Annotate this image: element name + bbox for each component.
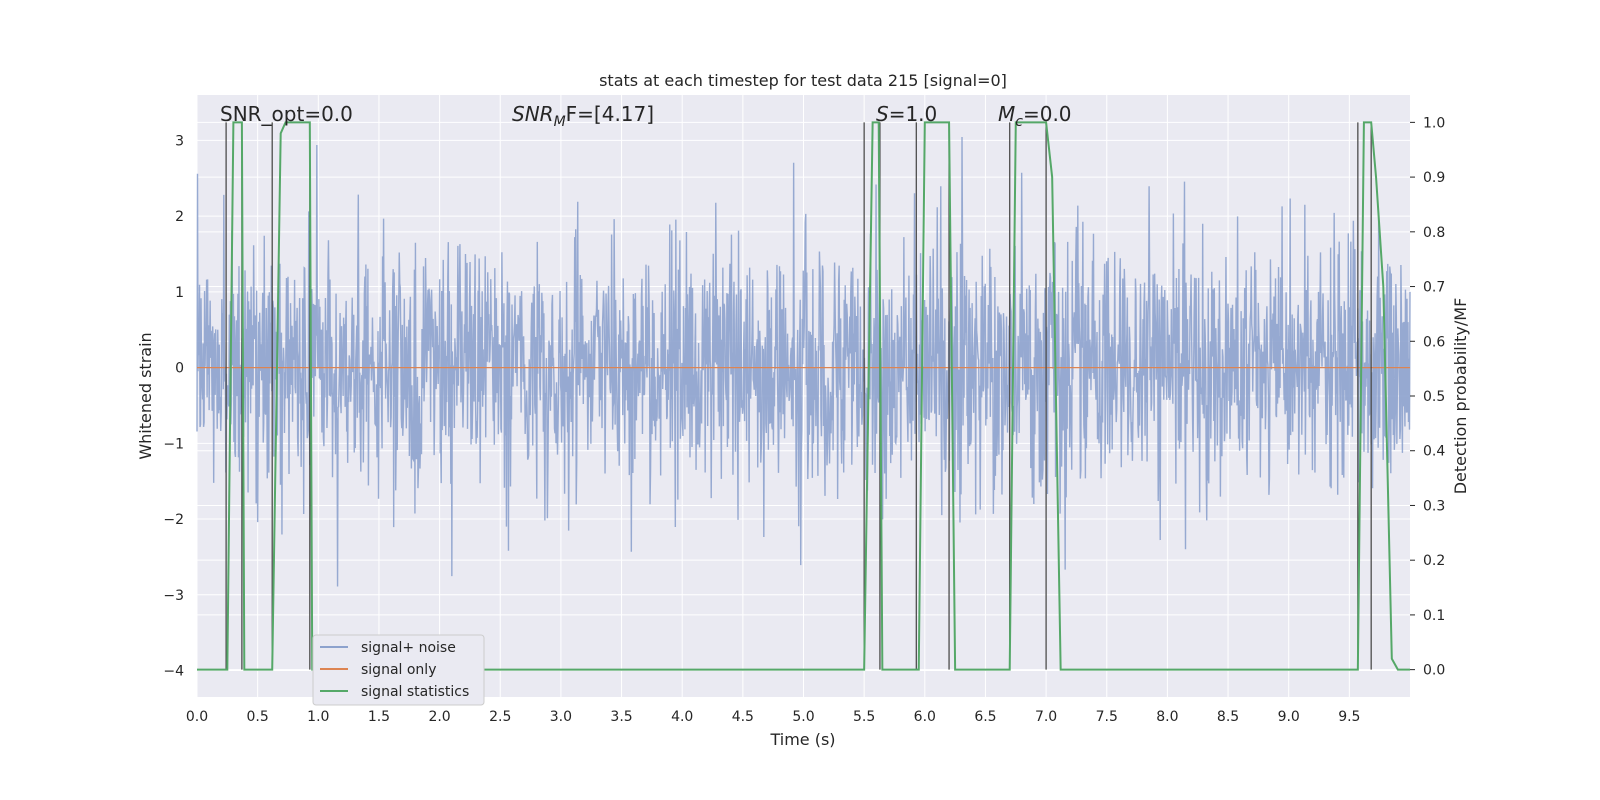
y-right-axis-label: Detection probability/MF	[1451, 298, 1470, 495]
legend-label-noise: signal+ noise	[361, 640, 456, 656]
x-tick-label: 0.5	[247, 709, 269, 725]
x-tick-label: 3.5	[610, 709, 632, 725]
y-right-tick-label: 0.2	[1423, 553, 1445, 569]
y-right-tick-label: 0.0	[1423, 663, 1445, 679]
x-tick-label: 4.0	[671, 709, 693, 725]
legend-box	[312, 634, 485, 706]
legend-label-signal: signal only	[361, 662, 436, 678]
y-left-tick-label: −1	[163, 436, 184, 452]
x-tick-label: 8.0	[1156, 709, 1178, 725]
snr-opt-annotation: SNR_opt=0.0	[220, 102, 353, 126]
y-left-axis-ticks: 3 2 1 0 −1 −2 −3 −4	[163, 133, 184, 679]
x-tick-label: 0.0	[186, 709, 208, 725]
x-tick-label: 2.5	[489, 709, 511, 725]
y-right-tick-label: 0.1	[1423, 608, 1445, 624]
legend: signal+ noise signal only signal statist…	[312, 634, 485, 706]
y-left-tick-label: −2	[163, 512, 184, 528]
y-left-tick-label: 3	[175, 133, 184, 149]
noise-line	[196, 136, 1411, 587]
x-tick-label: 1.5	[368, 709, 390, 725]
x-tick-label: 7.0	[1035, 709, 1057, 725]
x-tick-label: 9.5	[1338, 709, 1360, 725]
legend-label-stats: signal statistics	[361, 684, 469, 700]
y-right-tick-label: 0.4	[1423, 444, 1445, 460]
x-tick-label: 4.5	[732, 709, 754, 725]
x-tick-label: 5.0	[792, 709, 814, 725]
stats-line	[197, 121, 1410, 671]
y-right-axis-ticks: 1.0 0.9 0.8 0.7 0.6 0.5 0.4 0.3 0.2 0.1 0.0	[1410, 115, 1445, 679]
x-tick-label: 1.0	[307, 709, 329, 725]
y-right-tick-label: 0.6	[1423, 334, 1445, 350]
x-tick-label: 6.5	[974, 709, 996, 725]
x-axis-ticks: 0.0 0.5 1.0 1.5 2.0 2.5 3.0 3.5 4.0 4.5 5.0 5.5 6.0 6…	[186, 709, 1361, 725]
y-right-tick-label: 0.8	[1423, 225, 1445, 241]
signal-statistics-series	[197, 121, 1410, 671]
x-tick-label: 5.5	[853, 709, 875, 725]
x-tick-label: 6.0	[914, 709, 936, 725]
y-left-tick-label: 1	[175, 285, 184, 301]
snr-mf-annotation: SNRMF=[4.17]	[512, 102, 654, 130]
y-right-tick-label: 1.0	[1423, 115, 1445, 131]
x-axis-label: Time (s)	[769, 730, 835, 749]
x-tick-label: 7.5	[1096, 709, 1118, 725]
y-right-tick-label: 0.3	[1423, 498, 1445, 514]
x-tick-label: 8.5	[1217, 709, 1239, 725]
y-right-tick-label: 0.7	[1423, 280, 1445, 296]
signal-noise-series	[196, 136, 1411, 587]
x-tick-label: 3.0	[550, 709, 572, 725]
y-right-tick-label: 0.5	[1423, 389, 1445, 405]
x-tick-label: 9.0	[1278, 709, 1300, 725]
chart-title: stats at each timestep for test data 215…	[599, 71, 1007, 90]
s-annotation: S=1.0	[876, 102, 937, 126]
y-left-axis-label: Whitened strain	[136, 332, 155, 459]
y-left-tick-label: −3	[163, 588, 184, 604]
y-left-tick-label: −4	[163, 663, 184, 679]
y-left-tick-label: 2	[175, 209, 184, 225]
mc-annotation: Mc=0.0	[998, 102, 1072, 130]
annotations: SNR_opt=0.0 SNRMF=[4.17] S=1.0 Mc=0.0	[220, 102, 1072, 130]
y-right-tick-label: 0.9	[1423, 170, 1445, 186]
x-tick-label: 2.0	[428, 709, 450, 725]
y-left-tick-label: 0	[175, 361, 184, 377]
